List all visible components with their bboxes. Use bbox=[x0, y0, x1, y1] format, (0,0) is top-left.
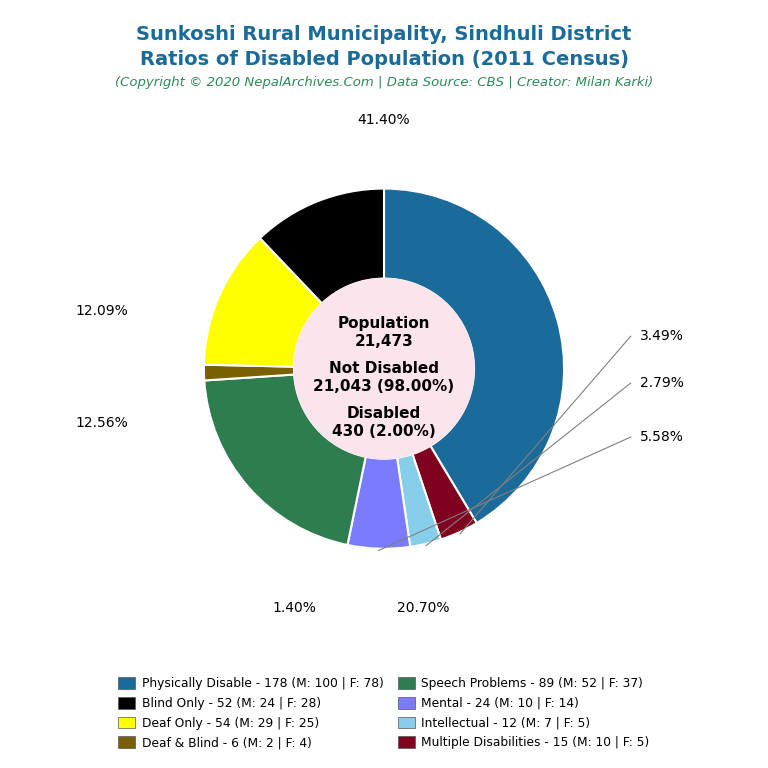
Wedge shape bbox=[412, 446, 477, 539]
Text: 2.79%: 2.79% bbox=[640, 376, 684, 390]
Text: 1.40%: 1.40% bbox=[272, 601, 316, 615]
Text: 3.49%: 3.49% bbox=[640, 329, 684, 343]
Text: Disabled
430 (2.00%): Disabled 430 (2.00%) bbox=[332, 406, 436, 439]
Text: 12.09%: 12.09% bbox=[75, 304, 128, 318]
Text: Not Disabled
21,043 (98.00%): Not Disabled 21,043 (98.00%) bbox=[313, 361, 455, 395]
Wedge shape bbox=[347, 457, 410, 548]
Text: (Copyright © 2020 NepalArchives.Com | Data Source: CBS | Creator: Milan Karki): (Copyright © 2020 NepalArchives.Com | Da… bbox=[115, 77, 653, 89]
Text: Ratios of Disabled Population (2011 Census): Ratios of Disabled Population (2011 Cens… bbox=[140, 51, 628, 69]
Text: 5.58%: 5.58% bbox=[640, 430, 684, 444]
Wedge shape bbox=[384, 189, 564, 523]
Wedge shape bbox=[204, 238, 322, 366]
Legend: Physically Disable - 178 (M: 100 | F: 78), Blind Only - 52 (M: 24 | F: 28), Deaf: Physically Disable - 178 (M: 100 | F: 78… bbox=[114, 672, 654, 754]
Circle shape bbox=[294, 279, 474, 458]
Text: Population
21,473: Population 21,473 bbox=[338, 316, 430, 349]
Text: 20.70%: 20.70% bbox=[397, 601, 450, 615]
Wedge shape bbox=[397, 454, 441, 547]
Text: Sunkoshi Rural Municipality, Sindhuli District: Sunkoshi Rural Municipality, Sindhuli Di… bbox=[136, 25, 632, 44]
Wedge shape bbox=[204, 365, 294, 380]
Wedge shape bbox=[204, 375, 366, 545]
Wedge shape bbox=[260, 189, 384, 303]
Text: 12.56%: 12.56% bbox=[75, 415, 128, 429]
Text: 41.40%: 41.40% bbox=[358, 113, 410, 127]
